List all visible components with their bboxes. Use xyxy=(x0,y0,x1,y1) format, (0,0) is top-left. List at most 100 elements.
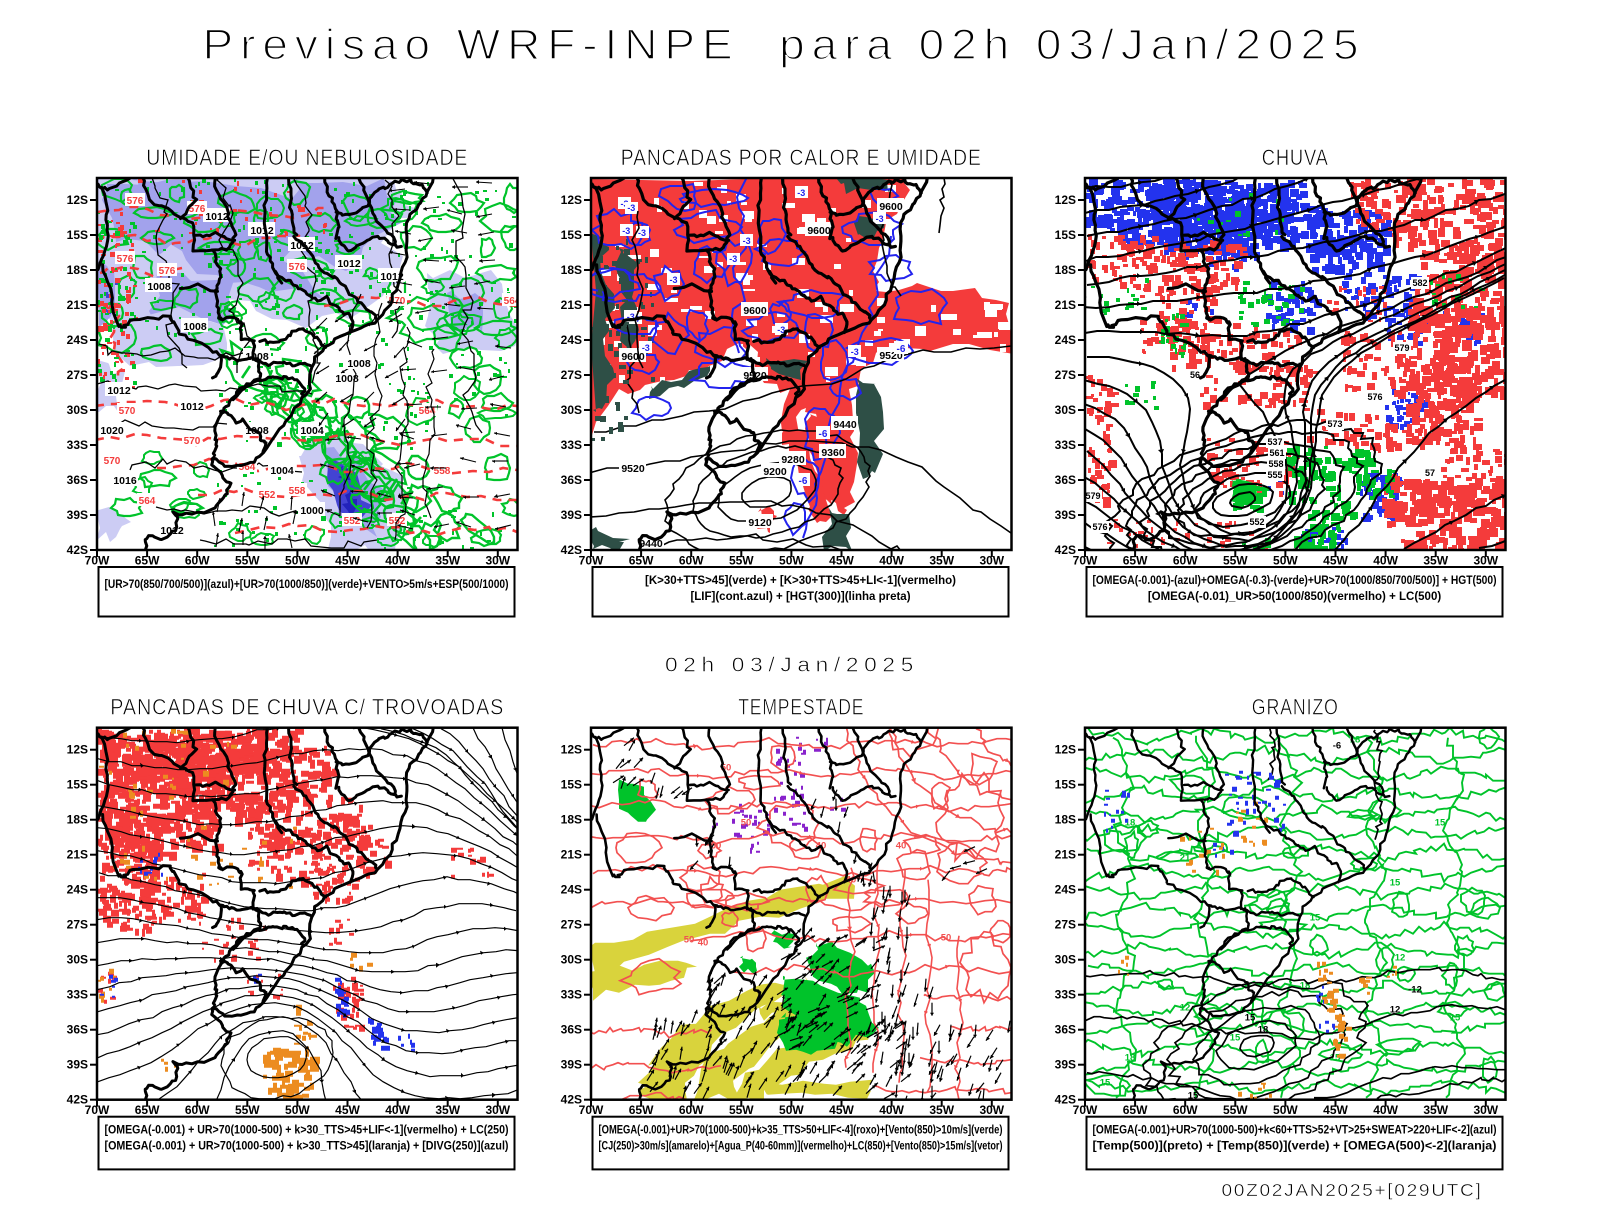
svg-text:12S: 12S xyxy=(561,743,582,757)
svg-text:55W: 55W xyxy=(729,554,754,568)
svg-text:57: 57 xyxy=(1425,468,1435,478)
svg-text:65W: 65W xyxy=(1123,1103,1148,1117)
svg-text:70W: 70W xyxy=(1073,554,1098,568)
svg-text:60W: 60W xyxy=(1173,1103,1198,1117)
svg-text:PANCADAS POR CALOR E UMIDADE: PANCADAS POR CALOR E UMIDADE xyxy=(621,145,982,170)
svg-text:570: 570 xyxy=(119,406,136,417)
svg-text:35W: 35W xyxy=(1423,554,1448,568)
svg-text:9200: 9200 xyxy=(763,466,787,478)
svg-text:552: 552 xyxy=(1249,517,1264,527)
svg-text:576: 576 xyxy=(117,254,134,265)
svg-text:40W: 40W xyxy=(385,1103,410,1117)
svg-text:56: 56 xyxy=(1190,370,1200,380)
svg-text:30S: 30S xyxy=(561,953,582,967)
svg-text:-6: -6 xyxy=(799,476,808,487)
svg-text:55W: 55W xyxy=(235,554,260,568)
svg-text:558: 558 xyxy=(289,486,306,497)
svg-text:27S: 27S xyxy=(561,368,582,382)
svg-text:1012: 1012 xyxy=(250,225,274,237)
svg-text:15S: 15S xyxy=(1055,228,1076,242)
svg-text:50W: 50W xyxy=(1273,554,1298,568)
svg-text:1012: 1012 xyxy=(337,258,361,270)
svg-text:21S: 21S xyxy=(1055,848,1076,862)
svg-text:[UR>70(850/700/500)](azul)+[UR: [UR>70(850/700/500)](azul)+[UR>70(1000/8… xyxy=(105,579,509,591)
svg-text:36S: 36S xyxy=(67,473,88,487)
svg-text:552: 552 xyxy=(259,490,276,501)
svg-text:-3: -3 xyxy=(729,254,737,264)
svg-text:60W: 60W xyxy=(1173,554,1198,568)
svg-text:55W: 55W xyxy=(1223,1103,1248,1117)
svg-text:40W: 40W xyxy=(879,1103,904,1117)
svg-text:Previsao WRF-INPE para 02h 03: Previsao WRF-INPE para 02h 03/Jan/2025 xyxy=(203,21,1366,69)
svg-text:-3: -3 xyxy=(622,226,630,236)
svg-text:36S: 36S xyxy=(1055,473,1076,487)
svg-text:60W: 60W xyxy=(679,554,704,568)
svg-text:50: 50 xyxy=(711,841,722,852)
svg-text:18S: 18S xyxy=(1055,813,1076,827)
svg-text:40: 40 xyxy=(698,938,709,949)
svg-text:02h 03/Jan/2025: 02h 03/Jan/2025 xyxy=(665,655,919,677)
svg-text:1008: 1008 xyxy=(245,351,269,363)
svg-text:21S: 21S xyxy=(561,298,582,312)
svg-text:18: 18 xyxy=(1125,1053,1136,1064)
svg-text:18S: 18S xyxy=(67,813,88,827)
svg-text:537: 537 xyxy=(1267,437,1282,447)
svg-text:-3: -3 xyxy=(797,188,805,198)
svg-text:15: 15 xyxy=(1100,1078,1111,1089)
svg-text:45W: 45W xyxy=(335,554,360,568)
svg-text:50W: 50W xyxy=(285,1103,310,1117)
svg-text:70W: 70W xyxy=(85,554,110,568)
svg-text:[OMEGA(-0.001)+UR>70(1000-500): [OMEGA(-0.001)+UR>70(1000-500)+k<60+TTS>… xyxy=(1093,1125,1497,1137)
svg-text:15S: 15S xyxy=(561,228,582,242)
svg-text:1008: 1008 xyxy=(147,281,171,293)
svg-text:564: 564 xyxy=(504,296,521,307)
svg-text:1012: 1012 xyxy=(180,401,204,413)
svg-text:24S: 24S xyxy=(67,883,88,897)
svg-text:27S: 27S xyxy=(561,918,582,932)
svg-text:-6: -6 xyxy=(1333,741,1341,752)
svg-text:1012: 1012 xyxy=(380,271,404,283)
svg-text:40: 40 xyxy=(896,841,907,852)
svg-text:570: 570 xyxy=(184,436,201,447)
svg-text:18S: 18S xyxy=(67,263,88,277)
svg-text:1008: 1008 xyxy=(183,321,207,333)
svg-text:50: 50 xyxy=(941,933,952,944)
svg-text:CHUVA: CHUVA xyxy=(1262,145,1329,170)
svg-text:40W: 40W xyxy=(385,554,410,568)
svg-text:1004: 1004 xyxy=(270,465,294,477)
svg-text:39S: 39S xyxy=(561,1058,582,1072)
svg-text:36S: 36S xyxy=(561,473,582,487)
svg-text:12: 12 xyxy=(1395,953,1406,964)
svg-text:576: 576 xyxy=(1367,392,1382,402)
svg-text:-3: -3 xyxy=(621,199,629,209)
svg-text:579: 579 xyxy=(1394,343,1409,353)
svg-text:1012: 1012 xyxy=(107,385,131,397)
svg-text:21S: 21S xyxy=(67,298,88,312)
svg-text:-3: -3 xyxy=(743,236,751,246)
svg-text:[CJ(250)>30m/s](amarelo)+[Agua: [CJ(250)>30m/s](amarelo)+[Agua_P(40-60mm… xyxy=(599,1141,1003,1153)
svg-text:35W: 35W xyxy=(929,1103,954,1117)
svg-text:27S: 27S xyxy=(67,918,88,932)
svg-text:24S: 24S xyxy=(1055,883,1076,897)
svg-text:564: 564 xyxy=(139,496,156,507)
svg-text:576: 576 xyxy=(1092,522,1107,532)
svg-text:21S: 21S xyxy=(1055,298,1076,312)
svg-text:18: 18 xyxy=(1125,818,1136,829)
svg-text:60W: 60W xyxy=(185,1103,210,1117)
svg-text:12S: 12S xyxy=(1055,193,1076,207)
svg-text:42S: 42S xyxy=(67,1093,88,1107)
svg-text:27S: 27S xyxy=(67,368,88,382)
svg-text:[LIF](cont.azul) + [HGT(300)](: [LIF](cont.azul) + [HGT(300)](linha pret… xyxy=(690,591,910,603)
svg-text:15: 15 xyxy=(1310,913,1321,924)
svg-text:564: 564 xyxy=(419,406,436,417)
svg-text:15S: 15S xyxy=(561,778,582,792)
svg-text:45W: 45W xyxy=(829,554,854,568)
svg-text:-3: -3 xyxy=(627,203,635,213)
svg-text:65W: 65W xyxy=(135,554,160,568)
svg-text:579: 579 xyxy=(1085,491,1100,501)
svg-text:[OMEGA(-0.001)-(azul)+OMEGA(-0: [OMEGA(-0.001)-(azul)+OMEGA(-0.3)-(verde… xyxy=(1093,575,1497,587)
svg-text:576: 576 xyxy=(159,266,176,277)
svg-text:9360: 9360 xyxy=(821,447,845,459)
svg-text:30S: 30S xyxy=(561,403,582,417)
svg-text:18: 18 xyxy=(1300,981,1311,992)
